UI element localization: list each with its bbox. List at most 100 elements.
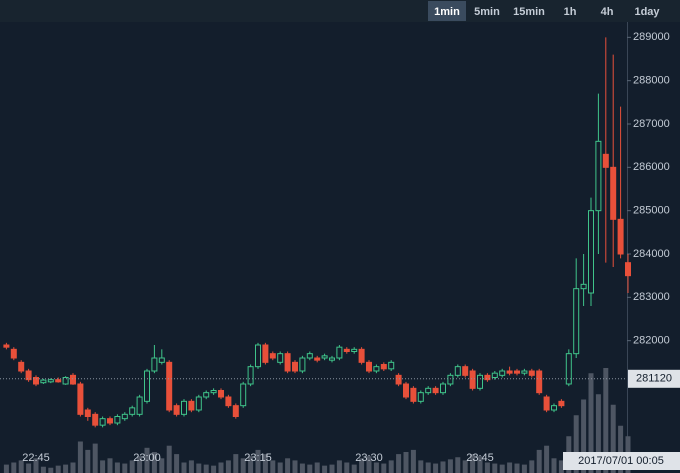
volume-bar [514,463,520,473]
volume-bar [329,464,335,473]
y-tick-label: 283000 [633,291,670,303]
x-tick-label: 22:45 [22,452,50,464]
candle-body [565,353,572,385]
volume-bar [225,460,231,473]
candle-body [373,366,380,372]
volume-bar [151,452,157,473]
volume-bar [299,463,305,473]
volume-bar [366,456,372,473]
volume-bar [351,464,357,473]
candle-body [329,357,335,361]
volume-bar [388,460,394,473]
candle-body [432,387,439,394]
candle-body [417,392,424,402]
volume-bar [336,460,342,473]
volume-bar [610,404,616,473]
candle-body [558,400,565,407]
volume-bar [277,462,283,473]
candle-body [506,370,513,374]
volume-bar [3,464,9,473]
candle-body [255,344,261,368]
candle-body [306,353,313,359]
x-tick-label: 23:30 [355,452,383,464]
candle-body [166,361,173,411]
volume-bar [462,460,468,473]
timeframe-label[interactable]: 5min [474,6,500,18]
volume-bar [40,466,46,473]
candle-body [440,383,446,394]
candle-body [92,413,99,426]
candle-body [269,353,276,359]
timeframe-label[interactable]: 1h [564,6,577,18]
volume-bar [418,460,424,473]
candle-body [514,370,520,374]
volume-bar [203,464,209,473]
candle-body [218,390,224,398]
candle-body [173,405,180,415]
y-tick-label: 289000 [633,31,670,43]
y-tick-label: 282000 [633,335,670,347]
candle-body [336,346,343,359]
volume-bar [188,460,194,473]
volume-bar [307,464,313,473]
volume-bar [396,454,402,473]
candle-body [454,366,461,376]
volume-bar [477,456,483,473]
candle-body [114,416,121,424]
timeframe-label[interactable]: 1min [434,6,460,18]
y-tick-label: 284000 [633,248,670,260]
candle-body [77,383,84,415]
timeframe-button[interactable] [428,1,466,21]
volume-bar [196,463,202,473]
candle-body [107,418,113,424]
volume-bar [100,460,106,473]
volume-bar [440,461,446,473]
candle-body [203,392,210,398]
candle-body [33,377,39,385]
candle-body [499,370,506,376]
timeframe-label[interactable]: 4h [601,6,614,18]
crosshair-time: 2017/07/01 00:05 [578,455,664,467]
timeframe-label[interactable]: 15min [513,6,545,18]
volume-bar [233,454,239,473]
volume-bar [433,463,439,473]
candle-body [610,166,617,220]
volume-bar [595,394,601,473]
candle-body [625,262,631,277]
candle-body [573,288,580,355]
candle-body [521,370,528,374]
candle-body [551,405,557,411]
candle-body [580,283,587,290]
volume-bar [470,454,476,473]
x-tick-label: 23:00 [133,452,161,464]
volume-bar [114,462,120,473]
volume-bar [573,415,579,473]
candle-body [262,344,269,363]
volume-bar [410,449,416,473]
candle-body [277,353,284,363]
candle-body [247,366,254,385]
candle-body [188,400,195,411]
crosshair-price: 281120 [636,373,672,385]
volume-bar [618,425,624,473]
volume-bar [373,462,379,473]
y-tick-label: 285000 [633,205,670,217]
volume-bar [255,449,261,473]
candle-body [40,379,47,384]
candle-body [232,405,239,417]
volume-bar [240,458,246,473]
volume-bar [499,464,505,473]
candle-body [299,357,306,372]
volume-bar [218,462,224,473]
candle-body [536,370,543,394]
candle-body [25,370,32,381]
candle-body [543,396,550,411]
candle-body [595,140,602,212]
candle-body [410,387,417,402]
timeframe-label[interactable]: 1day [634,6,660,18]
volume-bar [455,457,461,473]
crosshair-price-box [628,369,680,388]
candle-body [528,370,535,376]
